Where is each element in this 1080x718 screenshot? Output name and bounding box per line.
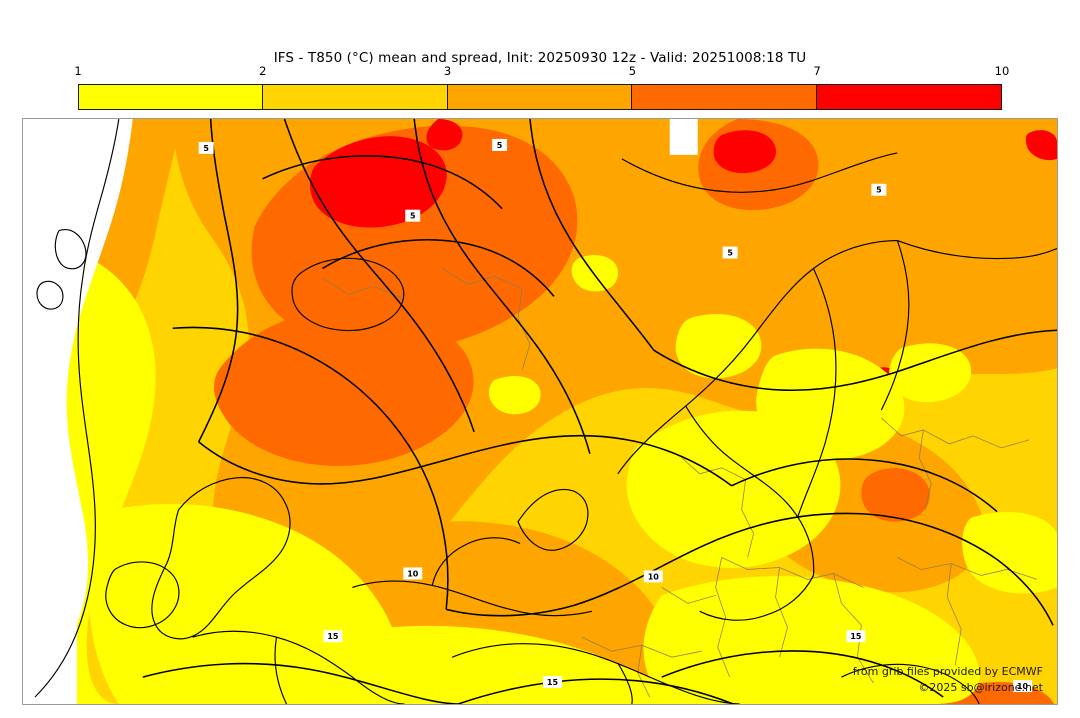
colorbar-tick-2: 3 xyxy=(443,64,452,78)
contour-label: 15 xyxy=(846,630,866,643)
contour-label: 5 xyxy=(871,183,887,196)
map-panel[interactable]: 5 5 5 5 5 10 10 15 15 15 10 from grib fi… xyxy=(22,118,1058,705)
colorbar: 1 2 3 5 7 10 xyxy=(74,64,1009,110)
page-title: IFS - T850 (°C) mean and spread, Init: 2… xyxy=(273,50,807,66)
svg-text:15: 15 xyxy=(547,678,558,687)
svg-text:5: 5 xyxy=(410,212,416,221)
svg-text:5: 5 xyxy=(876,186,882,195)
colorbar-segment-5-7 xyxy=(632,85,817,109)
spread-map: 5 5 5 5 5 10 10 15 15 15 10 xyxy=(23,119,1057,704)
svg-text:10: 10 xyxy=(407,569,419,578)
contour-label: 10 xyxy=(643,570,663,583)
contour-label: 15 xyxy=(542,676,562,689)
colorbar-segment-1-2 xyxy=(79,85,264,109)
svg-text:10: 10 xyxy=(1017,682,1029,691)
svg-text:15: 15 xyxy=(327,632,338,641)
contour-label: 15 xyxy=(323,630,343,643)
contour-label: 5 xyxy=(405,209,421,222)
contour-label: 5 xyxy=(492,138,508,151)
colorbar-tick-3: 5 xyxy=(628,64,637,78)
svg-text:5: 5 xyxy=(203,144,209,153)
colorbar-segment-3-5 xyxy=(447,85,633,109)
svg-text:15: 15 xyxy=(850,632,861,641)
fill-band-1-2 xyxy=(23,238,1057,704)
colorbar-tick-labels: 1 2 3 5 7 10 xyxy=(74,64,1009,82)
colorbar-tick-0: 1 xyxy=(74,64,82,78)
svg-text:10: 10 xyxy=(648,572,660,581)
no-data-region xyxy=(23,119,698,704)
country-borders xyxy=(322,268,1038,698)
contour-label: 10 xyxy=(403,567,423,580)
svg-text:5: 5 xyxy=(497,141,503,150)
isolines xyxy=(142,119,1057,704)
contour-label: 5 xyxy=(722,246,738,259)
svg-text:5: 5 xyxy=(727,249,733,258)
contour-label: 10 xyxy=(1013,680,1033,693)
colorbar-tick-5: 10 xyxy=(994,64,1010,78)
coastlines xyxy=(34,119,1057,704)
contour-labels: 5 5 5 5 5 10 10 15 15 15 10 xyxy=(198,138,1033,693)
colorbar-tick-1: 2 xyxy=(259,64,267,78)
colorbar-scale xyxy=(78,84,1002,110)
contour-label: 5 xyxy=(198,141,214,154)
colorbar-segment-2-3 xyxy=(263,85,448,109)
colorbar-segment-7-10 xyxy=(816,85,1001,109)
colorbar-tick-4: 7 xyxy=(813,64,821,78)
